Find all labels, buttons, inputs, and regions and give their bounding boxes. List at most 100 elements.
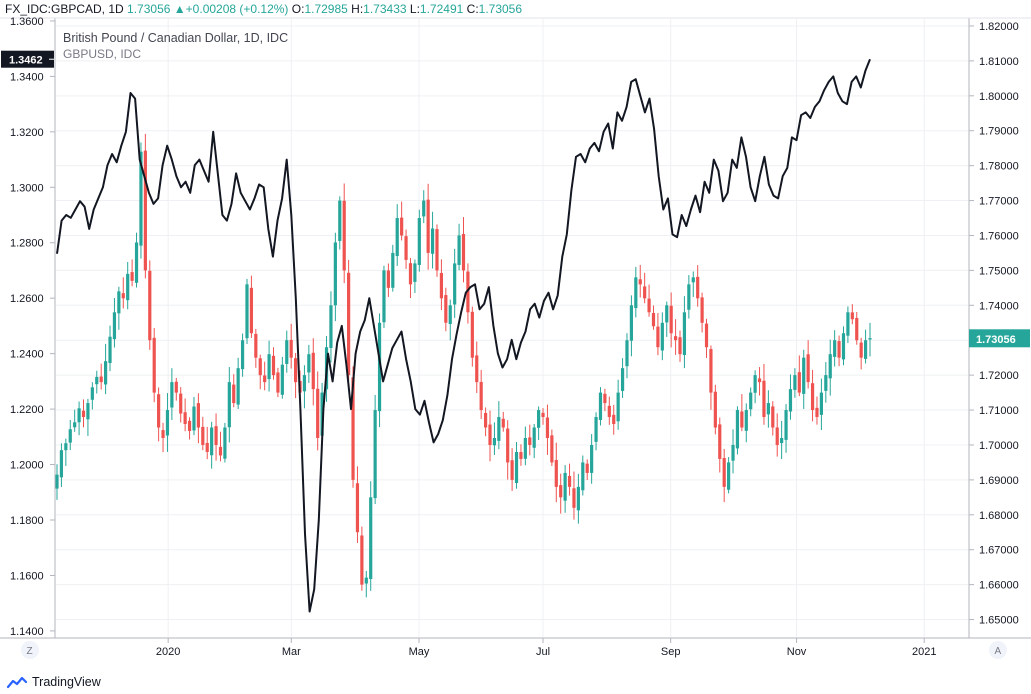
close-key: C: — [466, 2, 479, 16]
candle — [152, 328, 156, 403]
footer: TradingView — [0, 673, 1031, 694]
right-tick-label: 1.76000 — [979, 230, 1019, 242]
left-tick-label: 1.2000 — [10, 460, 44, 472]
candle — [859, 337, 863, 370]
candle — [727, 457, 731, 494]
candle — [594, 412, 598, 451]
candle — [682, 296, 687, 369]
candle — [514, 441, 519, 489]
svg-text:Z: Z — [27, 646, 33, 657]
candle — [126, 261, 130, 310]
candle — [95, 370, 99, 394]
candle — [143, 133, 147, 279]
candle — [855, 312, 859, 345]
left-last-price-label: 1.3462 — [1, 50, 54, 68]
candle — [616, 379, 620, 430]
x-tick-label: Nov — [787, 646, 807, 658]
candle — [161, 422, 165, 453]
x-tick-label: Sep — [661, 646, 681, 658]
right-tick-label: 1.74000 — [979, 300, 1019, 312]
low-value: 1.72491 — [419, 2, 464, 16]
candle — [373, 394, 377, 505]
candle — [771, 401, 775, 436]
candle — [302, 365, 307, 409]
candle — [678, 330, 682, 362]
candle — [245, 278, 249, 344]
candle — [501, 411, 505, 432]
candle — [523, 426, 527, 466]
candle — [338, 196, 342, 250]
candle — [868, 322, 872, 357]
candle — [793, 368, 797, 398]
candle — [775, 413, 779, 457]
candle — [669, 292, 673, 348]
candle — [797, 355, 801, 397]
right-tick-label: 1.78000 — [979, 161, 1019, 173]
candle — [404, 229, 408, 269]
zoom-button[interactable]: Z — [21, 641, 39, 659]
candle — [541, 408, 545, 425]
candle — [704, 318, 709, 358]
candle — [572, 471, 576, 520]
candle — [214, 413, 218, 461]
svg-text:1.3462: 1.3462 — [9, 55, 43, 67]
left-tick-label: 1.1800 — [10, 515, 44, 527]
tradingview-logo[interactable]: TradingView — [6, 675, 101, 689]
candle — [68, 420, 72, 451]
x-tick-label: 2021 — [912, 646, 936, 658]
auto-scale-button[interactable]: A — [989, 641, 1007, 659]
x-tick-label: Mar — [282, 646, 301, 658]
candle — [55, 464, 59, 500]
candle — [722, 448, 726, 503]
candle — [210, 421, 214, 469]
right-tick-label: 1.68000 — [979, 510, 1019, 522]
candle — [731, 429, 735, 474]
candle — [183, 398, 187, 432]
candle — [537, 406, 541, 440]
right-tick-label: 1.72000 — [979, 370, 1019, 382]
right-tick-label: 1.65000 — [979, 615, 1019, 627]
candle — [289, 323, 293, 369]
price-chart[interactable]: 1.3600 1.3400 1.3200 1.3000 1.2800 1.2600 1.24… — [0, 0, 1031, 673]
candle — [470, 306, 474, 367]
candle — [643, 272, 647, 304]
candle — [744, 403, 748, 443]
candle — [607, 396, 611, 425]
candle — [448, 299, 452, 341]
candle — [444, 287, 448, 332]
candle — [417, 209, 421, 272]
candle — [598, 387, 603, 426]
candle — [863, 329, 868, 364]
left-tick-label: 1.2400 — [10, 349, 44, 361]
candle — [506, 420, 510, 480]
candle — [709, 345, 713, 410]
candle — [651, 305, 656, 330]
candle — [567, 463, 572, 496]
candle — [550, 429, 554, 466]
candle — [810, 369, 815, 422]
candle — [466, 263, 470, 324]
candle — [121, 277, 125, 309]
candle — [554, 442, 558, 503]
candle — [850, 304, 854, 325]
candle — [846, 306, 850, 344]
candle — [329, 291, 333, 363]
candle — [316, 371, 320, 451]
candle — [267, 340, 271, 392]
candle — [254, 328, 258, 368]
candle — [86, 398, 90, 436]
candle — [638, 264, 642, 298]
candle — [576, 473, 580, 524]
candle — [620, 358, 625, 398]
candle — [134, 232, 139, 288]
symbol-label[interactable]: FX_IDC:GBPCAD, 1D — [5, 2, 124, 16]
right-tick-label: 1.69000 — [979, 475, 1019, 487]
candle — [112, 298, 117, 348]
candle — [824, 362, 828, 403]
symbol-header: FX_IDC:GBPCAD, 1D 1.73056 ▲+0.00208 (+0.… — [0, 0, 522, 18]
right-tick-label: 1.70000 — [979, 440, 1019, 452]
candle — [585, 459, 589, 480]
candle — [483, 407, 488, 437]
candle — [258, 354, 262, 390]
candle — [718, 417, 722, 473]
